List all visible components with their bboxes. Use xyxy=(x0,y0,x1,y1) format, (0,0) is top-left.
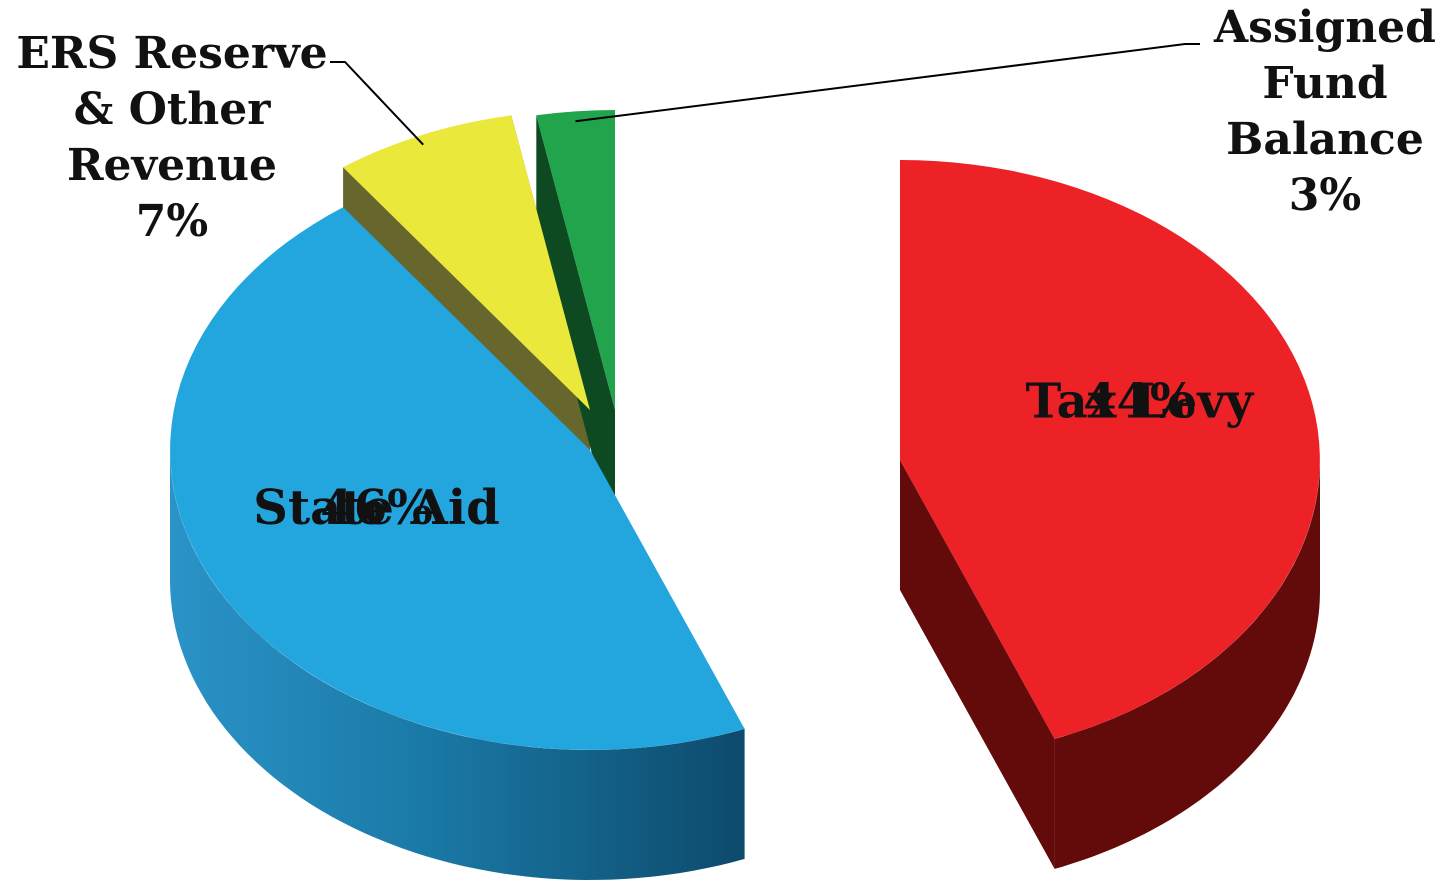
label-assigned-fund-balance-line-2: Fund xyxy=(1262,58,1387,109)
label-ers-reserve-other-revenue-line-1: ERS Reserve xyxy=(16,28,327,79)
label-assigned-fund-balance-line-3: Balance xyxy=(1226,114,1424,165)
slice-wall-tax-levy xyxy=(900,460,1055,869)
label-ers-reserve-other-revenue-line-3: Revenue xyxy=(67,140,277,191)
label-state-aid-line-2: 46% xyxy=(320,480,432,536)
label-assigned-fund-balance-line-4: 3% xyxy=(1289,170,1361,221)
pie-slice-state-aid xyxy=(170,207,745,750)
pie-slice-assigned-fund-balance xyxy=(536,109,615,410)
leader-line-assigned-fund-balance xyxy=(575,43,1200,123)
slice-wall-assigned-fund-balance xyxy=(536,115,615,541)
label-tax-levy-line-1: Tax Levy xyxy=(1025,373,1255,429)
slice-side-state-aid xyxy=(170,450,745,880)
slice-side-tax-levy xyxy=(1054,460,1320,869)
label-ers-reserve-other-revenue-line-2: & Other xyxy=(74,84,272,135)
pie-slice-ers-reserve-other-revenue xyxy=(343,115,590,411)
leader-line-ers-reserve-other-revenue xyxy=(330,61,424,146)
label-tax-levy-line-2: 44% xyxy=(1083,373,1195,429)
label-state-aid-line-1: State Aid xyxy=(253,480,499,536)
label-assigned-fund-balance-line-1: Assigned xyxy=(1213,2,1436,53)
pie-slice-tax-levy xyxy=(900,160,1320,739)
label-ers-reserve-other-revenue-line-4: 7% xyxy=(136,196,208,247)
